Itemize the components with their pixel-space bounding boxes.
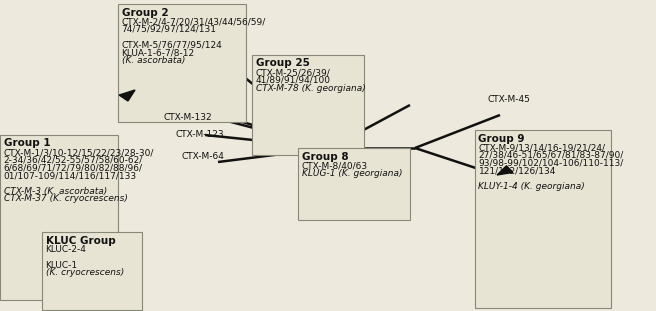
Text: 93/98-99/102/104-106/110-113/: 93/98-99/102/104-106/110-113/ <box>478 159 624 168</box>
FancyBboxPatch shape <box>42 232 142 310</box>
Text: 2-34/36/42/52-55/57/58/60-62/: 2-34/36/42/52-55/57/58/60-62/ <box>3 156 143 165</box>
Polygon shape <box>497 166 513 175</box>
Text: CTX-M-132: CTX-M-132 <box>163 113 212 122</box>
Text: 6/68/69/71/72/79/80/82/88/96/: 6/68/69/71/72/79/80/82/88/96/ <box>3 164 142 173</box>
Text: CTX-M-5/76/77/95/124: CTX-M-5/76/77/95/124 <box>121 40 222 49</box>
FancyBboxPatch shape <box>118 4 246 122</box>
Text: KLUG-1 (K. georgiana): KLUG-1 (K. georgiana) <box>302 169 402 178</box>
Text: KLUC Group: KLUC Group <box>45 235 115 245</box>
Text: CTX-M-9/13/14/16-19/21/24/: CTX-M-9/13/14/16-19/21/24/ <box>478 143 605 152</box>
FancyBboxPatch shape <box>298 148 410 220</box>
Text: CTX-M-2/4-7/20/31/43/44/56/59/: CTX-M-2/4-7/20/31/43/44/56/59/ <box>121 17 266 26</box>
Text: CTX-M-45: CTX-M-45 <box>488 95 531 104</box>
Text: Group 9: Group 9 <box>478 133 525 143</box>
Polygon shape <box>119 90 135 101</box>
FancyBboxPatch shape <box>252 55 364 155</box>
Text: (K. cryocrescens): (K. cryocrescens) <box>45 268 124 277</box>
Text: Group 2: Group 2 <box>121 7 168 17</box>
Text: Group 8: Group 8 <box>302 151 348 161</box>
Text: CTX-M-123: CTX-M-123 <box>175 130 224 139</box>
Text: KLUC-1: KLUC-1 <box>45 261 77 270</box>
FancyBboxPatch shape <box>0 135 118 300</box>
Text: (K. ascorbata): (K. ascorbata) <box>121 56 185 65</box>
Text: CTX-M-8/40/63: CTX-M-8/40/63 <box>302 161 367 170</box>
Text: CTX-M-78 (K. georgiana): CTX-M-78 (K. georgiana) <box>255 84 365 93</box>
Text: KLUC-2-4: KLUC-2-4 <box>45 245 87 254</box>
Text: KLUY-1-4 (K. georgiana): KLUY-1-4 (K. georgiana) <box>478 182 585 191</box>
Text: 27/38/46-51/65/67/81/83-87/90/: 27/38/46-51/65/67/81/83-87/90/ <box>478 151 624 160</box>
Text: CTX-M-37 (K. cryocrescens): CTX-M-37 (K. cryocrescens) <box>3 194 127 203</box>
FancyBboxPatch shape <box>475 130 611 308</box>
Text: KLUA-1-6-7/8-12: KLUA-1-6-7/8-12 <box>121 48 195 57</box>
Text: 121/122/126/134: 121/122/126/134 <box>478 166 556 175</box>
Text: 74/75/92/97/124/131: 74/75/92/97/124/131 <box>121 25 216 34</box>
Text: Group 1: Group 1 <box>3 138 50 148</box>
Text: 01/107-109/114/116/117/133: 01/107-109/114/116/117/133 <box>3 171 136 180</box>
Text: 41/89/91/94/100: 41/89/91/94/100 <box>255 76 331 85</box>
Text: CTX-M-25/26/39/: CTX-M-25/26/39/ <box>255 68 330 77</box>
Text: CTX-M-1/3/10-12/15/22/23/28-30/: CTX-M-1/3/10-12/15/22/23/28-30/ <box>3 148 154 157</box>
Text: Group 25: Group 25 <box>255 58 310 68</box>
Text: CTX-M-64: CTX-M-64 <box>182 152 225 161</box>
Text: CTX-M-3 (K. ascorbata): CTX-M-3 (K. ascorbata) <box>3 187 107 196</box>
